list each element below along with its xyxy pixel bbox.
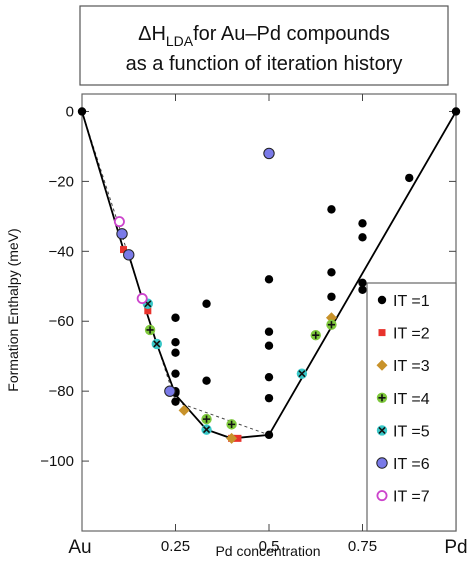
y-tick-label: −40 [49,243,74,260]
x-end-label-au: Au [68,537,91,558]
y-tick-label: 0 [66,103,74,120]
data-point-it6 [263,147,275,160]
data-point-it1 [451,107,461,116]
data-point-it1 [264,275,274,284]
data-point-it1 [264,372,274,382]
y-tick-label: −20 [49,173,74,190]
legend-marker-it1 [377,295,387,305]
data-point-it2 [144,307,152,315]
legend-label-it5: IT =5 [393,423,430,440]
previous-hull-dashed-line [81,111,270,436]
title-delta-h: ΔH [138,23,166,45]
data-point-it1 [264,430,274,440]
chart-title-line1: ΔHLDAfor Au–Pd compounds [138,23,390,49]
x-end-label-pd: Pd [444,537,467,558]
data-point-it6 [123,249,135,261]
data-point-it1 [171,397,180,406]
data-point-it1 [264,327,274,336]
data-point-it1 [327,268,336,277]
legend-label-it2: IT =2 [393,326,430,343]
data-point-it1 [171,348,180,357]
data-point-it7 [113,216,125,228]
x-tick-label: 0.5 [259,538,280,555]
data-point-it5 [151,338,162,350]
tick-layer: 0 −20 −40 −60 −80 −100 0.25 0.5 0.75 [40,94,456,555]
title-subscript: LDA [166,33,194,49]
data-point-it6 [116,228,128,240]
y-tick-label: −60 [49,313,74,330]
data-point-it1 [358,219,367,228]
data-point-it1 [171,313,180,322]
data-point-it5 [296,368,308,379]
data-point-it4 [144,324,156,336]
data-point-it1 [358,278,367,287]
data-point-it1 [202,299,211,308]
x-axis-label: Pd concentration [215,543,320,559]
data-point-it1 [77,107,87,116]
legend-label-it3: IT =3 [393,358,430,375]
data-point-it1 [264,393,274,403]
legend-label-it7: IT =7 [393,489,430,506]
legend: IT =1 IT =2 IT =3 IT =4 IT =5 IT =6 IT =7 [376,293,430,506]
data-point-it3 [178,404,190,416]
data-point-it1 [171,338,180,347]
data-point-it6 [164,385,176,397]
data-point-it4 [226,419,237,430]
x-tick-label: 0.75 [348,538,377,555]
data-point-it1 [327,205,336,214]
legend-label-it6: IT =6 [393,456,430,473]
legend-marker-it5 [376,425,388,436]
data-point-it4 [326,319,337,330]
legend-marker-it7 [376,490,388,502]
points-layer [77,107,461,444]
data-point-it1 [358,233,367,242]
data-point-it1 [171,369,180,378]
data-point-it5 [201,424,212,435]
data-point-it2 [120,246,128,254]
data-point-it7 [136,293,148,305]
x-tick-label: 0.25 [161,538,190,555]
legend-marker-it3 [376,359,388,371]
data-point-it4 [201,413,212,425]
legend-marker-it6 [376,457,388,469]
data-point-it1 [327,292,336,301]
data-point-it1 [358,285,367,294]
title-box [79,5,449,86]
data-point-it1 [264,341,274,350]
data-point-it4 [310,330,321,341]
y-tick-label: −100 [40,453,74,470]
chart-title-line2: as a function of iteration history [126,53,403,75]
legend-label-it4: IT =4 [393,391,430,408]
legend-box [366,282,457,532]
title-rest: for Au–Pd compounds [193,23,390,45]
data-point-it1 [405,173,414,183]
y-tick-label: −80 [49,383,74,400]
data-point-it3 [226,432,238,444]
y-axis-label: Formation Enthalpy (meV) [5,228,21,391]
data-point-it1 [202,376,211,385]
legend-marker-it4 [376,392,388,403]
legend-marker-it2 [378,329,386,337]
data-point-it2 [234,434,242,442]
legend-label-it1: IT =1 [393,293,430,310]
